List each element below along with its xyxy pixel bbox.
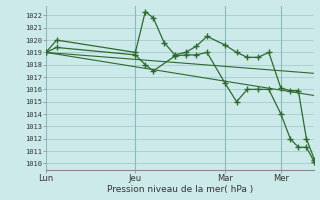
X-axis label: Pression niveau de la mer( hPa ): Pression niveau de la mer( hPa ) — [107, 185, 253, 194]
